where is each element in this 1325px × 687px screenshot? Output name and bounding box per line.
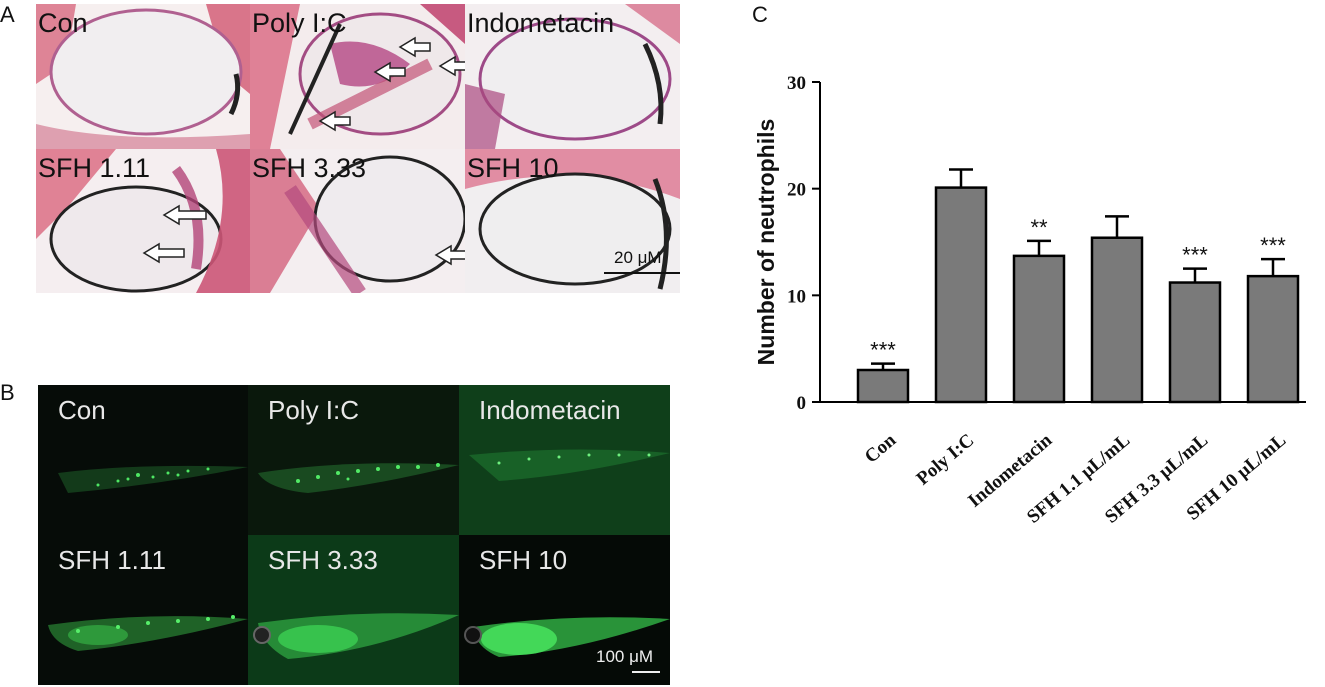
category-label: Con [861,429,901,467]
histology-cell-sfh10: SFH 10 [465,149,680,293]
histology-cell-con: Con [36,4,250,149]
fluorescence-label-sfh10: SFH 10 [479,545,568,575]
bar [1246,274,1300,404]
bar [856,368,910,404]
histology-panel: Con Poly I:C [36,4,680,293]
fluorescence-cell-con: Con [38,385,248,535]
histology-cell-sfh111: SFH 1.11 [36,149,250,293]
significance-label: *** [1260,233,1286,258]
arrow-icons [434,244,465,266]
fluorescence-label-con: Con [58,395,106,425]
histology-cell-polyic: Poly I:C [250,4,465,149]
significance-label: *** [1182,243,1208,268]
histology-label-sfh333: SFH 3.33 [252,153,367,183]
histology-label-con: Con [38,8,88,38]
fluorescence-cell-sfh333: SFH 3.33 [248,535,459,685]
arrow-icons [318,36,465,132]
histology-image-indometacin [465,4,680,149]
fluorescence-image-indometacin [459,385,670,535]
panel-c-letter: C [752,2,768,27]
fluorescence-image-sfh111 [38,535,248,685]
y-tick-label: 10 [787,286,806,307]
fluorescence-label-sfh333: SFH 3.33 [268,545,378,575]
histology-cell-sfh333: SFH 3.33 [250,149,465,293]
fluorescence-image-sfh10 [459,535,670,685]
fluorescence-panel: Con Poly I:C Indometacin [38,385,670,685]
histology-label-indometacin: Indometacin [467,8,615,38]
histology-image-sfh111 [36,149,250,293]
fluorescence-cell-polyic: Poly I:C [248,385,459,535]
scale-bar-b [632,671,660,673]
histology-cell-indometacin: Indometacin [465,4,680,149]
y-tick-label: 20 [787,180,806,201]
histology-image-con [36,4,250,149]
bar [934,186,988,404]
fluorescence-image-polyic [248,385,459,535]
bar [1012,254,1066,404]
panel-b-letter: B [0,380,15,405]
category-label: Poly I:C [913,430,979,490]
panel-a-letter: A [0,2,15,27]
histology-image-sfh333 [250,149,465,293]
fluorescence-image-sfh333 [248,535,459,685]
scale-bar-a [604,272,680,274]
fluorescence-cell-indometacin: Indometacin [459,385,670,535]
fluorescence-cell-sfh10: SFH 10 [459,535,670,685]
bar [1090,236,1144,404]
histology-label-polyic: Poly I:C [252,8,347,38]
neutrophil-bar-chart: 0 10 20 30 Number of neutrophils *** Con Poly I… [753,73,1306,528]
fluorescence-image-con [38,385,248,535]
histology-image-sfh10 [465,149,680,293]
scale-bar-a-label: 20 μM [614,248,662,267]
histology-label-sfh111: SFH 1.11 [38,153,151,183]
y-tick-label: 30 [787,73,806,94]
fluorescence-label-indometacin: Indometacin [479,395,621,425]
y-tick-label: 0 [797,393,807,414]
significance-label: *** [870,338,896,363]
fluorescence-cell-sfh111: SFH 1.11 [38,535,248,685]
y-axis-label: Number of neutrophils [753,119,779,366]
histology-label-sfh10: SFH 10 [467,153,559,183]
arrow-icons [142,204,207,264]
fluorescence-label-polyic: Poly I:C [268,395,360,425]
scale-bar-b-label: 100 μM [596,647,654,666]
fluorescence-label-sfh111: SFH 1.11 [58,545,166,575]
significance-label: ** [1030,215,1048,240]
bar [1168,281,1222,404]
